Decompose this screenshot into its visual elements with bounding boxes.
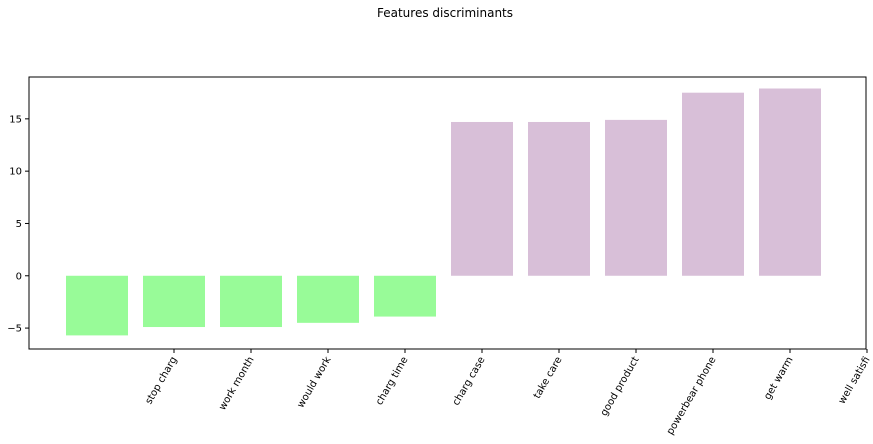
- x-tick-label-charg-case: charg case: [451, 355, 488, 408]
- bar-get-warm: [759, 88, 821, 276]
- y-tick-label: 0: [16, 271, 22, 282]
- y-tick-label: 10: [9, 167, 22, 178]
- chart-title: Features discriminants: [377, 6, 513, 20]
- bar-stop-charg: [143, 275, 205, 328]
- y-tick-label: 5: [16, 219, 22, 230]
- bar-charg-time: [374, 275, 436, 317]
- x-axis: stop charg work month would work charg time…: [144, 349, 873, 437]
- bar-powerbear-phone: [682, 92, 744, 276]
- bar-charg-case: [451, 121, 513, 276]
- x-tick-label-charg-time: charg time: [374, 355, 411, 407]
- x-tick-label-powerbear-phone: powerbear phone: [665, 355, 719, 437]
- x-tick-label-good-product: good product: [599, 355, 642, 418]
- x-tick-label-get-warm: get warm: [762, 355, 795, 402]
- y-tick-label: 15: [9, 114, 22, 125]
- x-tick-label-would-work: would work: [296, 355, 334, 410]
- bar-0: [66, 275, 128, 336]
- x-tick-label-take-care: take care: [532, 355, 565, 401]
- bar-work-month: [220, 275, 282, 328]
- y-tick-label: −5: [7, 324, 22, 335]
- x-tick-label-well-satisfi: well satisfi: [837, 355, 873, 406]
- bars-group: [66, 88, 821, 336]
- bar-would-work: [297, 275, 359, 323]
- y-axis: −5 0 5 10 15: [7, 114, 29, 335]
- x-tick-label-work-month: work month: [217, 355, 256, 412]
- bar-take-care: [528, 121, 590, 276]
- bar-good-product: [605, 119, 667, 276]
- x-tick-label-stop-charg: stop charg: [144, 355, 180, 406]
- plot-frame: [28, 76, 867, 350]
